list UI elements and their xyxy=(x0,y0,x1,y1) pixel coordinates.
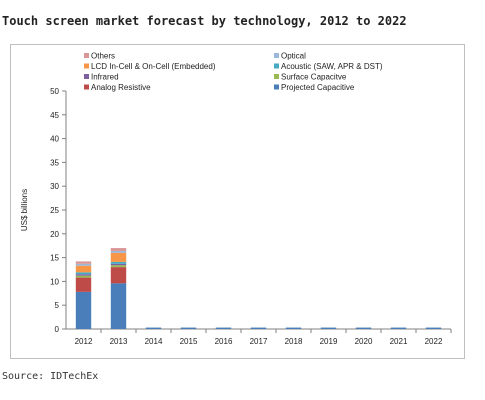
bar-projected-capacitive-2020 xyxy=(355,327,372,329)
y-tick-label: 30 xyxy=(50,182,59,191)
legend-swatch-optical xyxy=(274,53,279,58)
x-tick-label: 2021 xyxy=(390,337,408,346)
y-tick-label: 25 xyxy=(50,206,59,215)
legend-label-infrared: Infrared xyxy=(91,73,119,82)
bar-projected-capacitive-2015 xyxy=(180,327,197,329)
source-note: Source: IDTechEx xyxy=(2,371,99,382)
legend-label-optical: Optical xyxy=(281,52,306,61)
bar-others-2012 xyxy=(75,261,92,264)
x-tick-label: 2017 xyxy=(250,337,268,346)
bar-optical-2012 xyxy=(75,263,92,266)
x-tick-label: 2016 xyxy=(215,337,233,346)
bar-optical-2013 xyxy=(110,250,127,253)
y-tick-label: 20 xyxy=(50,230,59,239)
chart-title: Touch screen market forecast by technolo… xyxy=(2,14,407,28)
bar-projected-capacitive-2018 xyxy=(285,327,302,329)
bar-others-2013 xyxy=(110,248,127,251)
x-tick-label: 2019 xyxy=(320,337,338,346)
bar-projected-capacitive-2021 xyxy=(390,327,407,329)
bar-projected-capacitive-2017 xyxy=(250,327,267,329)
legend-swatch-surface-capacitve xyxy=(274,74,279,79)
y-tick-label: 10 xyxy=(50,277,59,286)
x-tick-label: 2013 xyxy=(110,337,128,346)
bar-projected-capacitive-2016 xyxy=(215,327,232,329)
bar-infrared-2013 xyxy=(110,263,127,266)
y-tick-label: 50 xyxy=(50,87,59,96)
legend-label-surface-capacitve: Surface Capacitve xyxy=(281,73,347,82)
bar-infrared-2012 xyxy=(75,274,92,276)
chart-frame: Others Optical LCD In-Cell & On-Cell (Embe… xyxy=(10,44,465,359)
legend-label-projected-capacitive: Projected Capacitive xyxy=(281,83,355,92)
bar-projected-capacitive-2013 xyxy=(110,283,127,329)
x-tick-label: 2018 xyxy=(285,337,303,346)
bar-surface-capacitve-2012 xyxy=(75,275,92,278)
bar-projected-capacitive-2022 xyxy=(425,327,442,329)
legend-label-acoustic-saw-apr-dst: Acoustic (SAW, APR & DST) xyxy=(281,62,383,71)
bar-projected-capacitive-2019 xyxy=(320,327,337,329)
legend-label-analog-resistive: Analog Resistive xyxy=(91,83,151,92)
x-tick-label: 2022 xyxy=(425,337,443,346)
y-tick-label: 15 xyxy=(50,254,59,263)
y-tick-label: 5 xyxy=(55,301,60,310)
bar-lcd-in-cell-on-cell-embedded-2012 xyxy=(75,265,92,273)
y-tick-label: 0 xyxy=(55,325,60,334)
bar-analog-resistive-2013 xyxy=(110,267,127,284)
bar-analog-resistive-2012 xyxy=(75,277,92,292)
y-tick-label: 35 xyxy=(50,158,59,167)
bar-projected-capacitive-2012 xyxy=(75,291,92,329)
chart-svg: Others Optical LCD In-Cell & On-Cell (Embe… xyxy=(20,52,452,346)
legend-swatch-acoustic-saw-apr-dst xyxy=(274,63,279,69)
legend-label-lcd-in-cell-on-cell-embedded: LCD In-Cell & On-Cell (Embedded) xyxy=(91,62,216,71)
y-tick-label: 40 xyxy=(50,135,59,144)
y-axis-label: US$ billions xyxy=(20,189,29,231)
y-tick-label: 45 xyxy=(50,111,59,120)
legend-swatch-lcd-in-cell-on-cell-embedded xyxy=(84,63,89,69)
legend-swatch-infrared xyxy=(84,74,89,79)
bar-surface-capacitve-2013 xyxy=(110,265,127,268)
legend-swatch-analog-resistive xyxy=(84,84,89,90)
x-tick-label: 2015 xyxy=(180,337,198,346)
x-tick-label: 2020 xyxy=(355,337,373,346)
bar-acoustic-saw-apr-dst-2012 xyxy=(75,272,92,275)
bar-projected-capacitive-2014 xyxy=(145,327,162,329)
x-tick-label: 2014 xyxy=(145,337,163,346)
bar-acoustic-saw-apr-dst-2013 xyxy=(110,261,127,264)
legend-swatch-others xyxy=(84,53,89,58)
legend-swatch-projected-capacitive xyxy=(274,84,279,90)
legend-label-others: Others xyxy=(91,52,115,61)
bar-lcd-in-cell-on-cell-embedded-2013 xyxy=(110,252,127,262)
x-tick-label: 2012 xyxy=(75,337,93,346)
